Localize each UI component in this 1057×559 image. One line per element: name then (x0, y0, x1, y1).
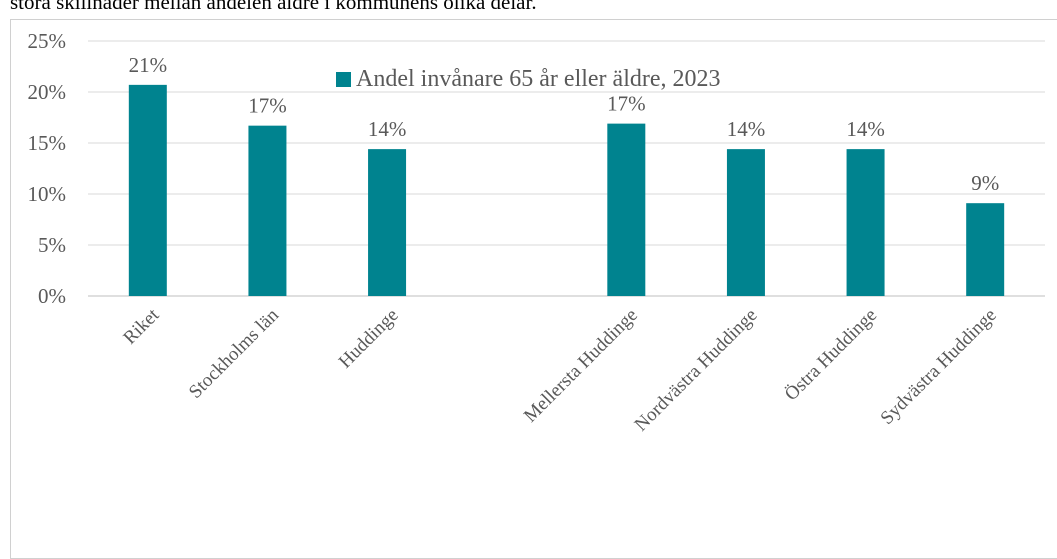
y-tick-label: 20% (28, 80, 67, 104)
data-label: 14% (368, 117, 407, 141)
bar (726, 149, 765, 296)
bar-chart: 0% 5% 10% 15% 20% 25% 21% 17% 14% 17% 14% 14% 9% Ri… (28, 29, 1045, 436)
bar (607, 123, 646, 297)
y-tick-label: 10% (28, 182, 67, 206)
y-tick-label: 25% (28, 29, 67, 53)
category-label: Riket (119, 304, 163, 348)
data-label: 14% (727, 117, 766, 141)
data-label: 21% (129, 53, 168, 77)
data-labels: 21% 17% 14% 17% 14% 14% 9% (129, 53, 1000, 195)
category-label: Huddinge (335, 305, 403, 373)
category-label: Stockholms län (185, 304, 283, 402)
category-label: Nordvästra Huddinge (631, 305, 762, 436)
bar (248, 125, 287, 296)
legend-label: Andel invånare 65 år eller äldre, 2023 (356, 66, 721, 92)
legend: Andel invånare 65 år eller äldre, 2023 (336, 66, 721, 92)
bar (966, 203, 1005, 296)
y-tick-label: 15% (28, 131, 67, 155)
y-tick-label: 0% (38, 284, 66, 308)
category-label: Mellersta Huddinge (520, 305, 642, 427)
bars (128, 84, 1005, 297)
bar (846, 149, 885, 296)
data-label: 17% (248, 94, 287, 118)
gridlines (88, 40, 1045, 297)
data-label: 17% (607, 92, 646, 116)
category-label: Östra Huddinge (781, 305, 881, 405)
bar (128, 84, 167, 296)
y-tick-label: 5% (38, 233, 66, 257)
bar (368, 149, 407, 296)
data-label: 9% (971, 171, 999, 195)
data-label: 14% (846, 117, 885, 141)
y-axis-tick-labels: 0% 5% 10% 15% 20% 25% (28, 29, 67, 308)
category-label: Sydvästra Huddinge (877, 305, 1001, 429)
preceding-paragraph-text: stora skillnader mellan andelen äldre i … (10, 0, 537, 14)
legend-swatch (336, 72, 351, 87)
category-labels: Riket Stockholms län Huddinge Mellersta Hud… (119, 304, 1000, 435)
